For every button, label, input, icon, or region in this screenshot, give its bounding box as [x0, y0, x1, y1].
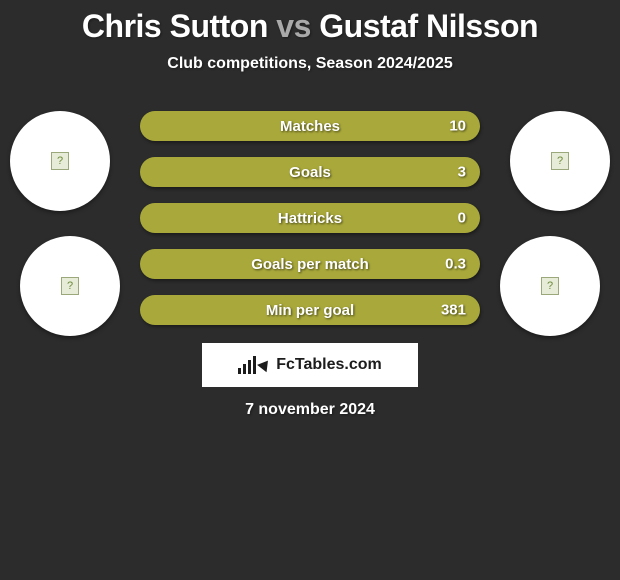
- player2-name: Gustaf Nilsson: [319, 8, 538, 44]
- stat-label: Hattricks: [278, 210, 342, 227]
- stat-row-mpg: Min per goal 381: [140, 295, 480, 325]
- stat-label: Goals: [289, 164, 331, 181]
- branding-text: FcTables.com: [276, 356, 382, 374]
- comparison-card: Chris Sutton vs Gustaf Nilsson Club comp…: [0, 0, 620, 580]
- stat-label: Min per goal: [266, 302, 354, 319]
- bar-chart-icon: [238, 356, 270, 374]
- vs-label: vs: [276, 8, 311, 44]
- stat-value-right: 0: [458, 210, 466, 227]
- player2-photo-circle: ?: [510, 111, 610, 211]
- broken-image-icon: ?: [61, 277, 79, 295]
- stats-area: ? ? ? ? Matches 10 Goals 3: [0, 111, 620, 331]
- stat-value-right: 0.3: [445, 256, 466, 273]
- subtitle: Club competitions, Season 2024/2025: [0, 55, 620, 73]
- player1-club-circle: ?: [20, 236, 120, 336]
- stat-bars: Matches 10 Goals 3 Hattricks 0 Goals per…: [140, 111, 480, 341]
- stat-row-goals: Goals 3: [140, 157, 480, 187]
- stat-label: Matches: [280, 118, 340, 135]
- stat-row-hattricks: Hattricks 0: [140, 203, 480, 233]
- stat-row-gpm: Goals per match 0.3: [140, 249, 480, 279]
- player1-name: Chris Sutton: [82, 8, 268, 44]
- page-title: Chris Sutton vs Gustaf Nilsson: [0, 8, 620, 45]
- arrow-icon: [257, 357, 273, 372]
- stat-value-right: 3: [458, 164, 466, 181]
- player1-photo-circle: ?: [10, 111, 110, 211]
- broken-image-icon: ?: [551, 152, 569, 170]
- branding-badge: FcTables.com: [202, 343, 418, 387]
- stat-row-matches: Matches 10: [140, 111, 480, 141]
- broken-image-icon: ?: [541, 277, 559, 295]
- date-label: 7 november 2024: [0, 401, 620, 419]
- broken-image-icon: ?: [51, 152, 69, 170]
- stat-label: Goals per match: [251, 256, 369, 273]
- stat-value-right: 10: [449, 118, 466, 135]
- player2-club-circle: ?: [500, 236, 600, 336]
- stat-value-right: 381: [441, 302, 466, 319]
